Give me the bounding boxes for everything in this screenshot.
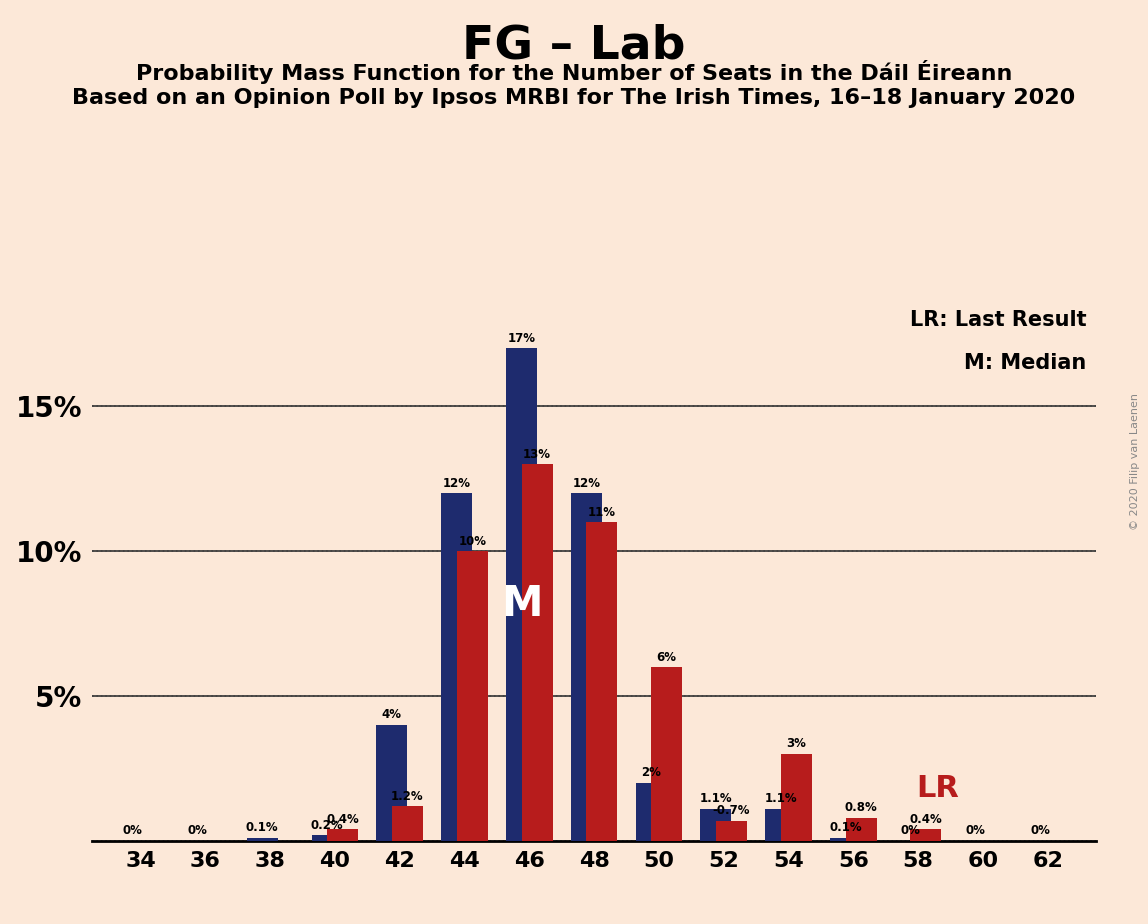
Text: 0%: 0% xyxy=(900,824,921,837)
Text: 4%: 4% xyxy=(382,709,402,722)
Text: 10%: 10% xyxy=(458,535,487,548)
Bar xyxy=(587,522,618,841)
Text: Based on an Opinion Poll by Ipsos MRBI for The Irish Times, 16–18 January 2020: Based on an Opinion Poll by Ipsos MRBI f… xyxy=(72,88,1076,108)
Text: 0.4%: 0.4% xyxy=(909,813,943,826)
Text: 2%: 2% xyxy=(642,766,661,780)
Bar xyxy=(377,725,408,841)
Bar xyxy=(441,493,472,841)
Bar xyxy=(766,809,797,841)
Bar xyxy=(716,821,747,841)
Bar xyxy=(327,829,358,841)
Bar xyxy=(571,493,602,841)
Bar xyxy=(781,754,812,841)
Text: 0%: 0% xyxy=(187,824,208,837)
Text: 0%: 0% xyxy=(123,824,142,837)
Bar xyxy=(910,829,941,841)
Text: 11%: 11% xyxy=(588,505,615,518)
Bar xyxy=(311,835,342,841)
Text: LR: Last Result: LR: Last Result xyxy=(909,310,1086,330)
Bar xyxy=(636,783,667,841)
Text: M: Median: M: Median xyxy=(964,353,1086,373)
Bar xyxy=(700,809,731,841)
Text: -0.7%: -0.7% xyxy=(713,804,751,817)
Text: 12%: 12% xyxy=(443,477,471,490)
Bar xyxy=(521,464,552,841)
Text: M: M xyxy=(501,583,542,626)
Text: 0%: 0% xyxy=(965,824,985,837)
Text: 0.2%: 0.2% xyxy=(311,819,343,832)
Text: 0.8%: 0.8% xyxy=(845,801,877,814)
Text: 13%: 13% xyxy=(523,448,551,461)
Text: 0%: 0% xyxy=(1030,824,1050,837)
Text: 17%: 17% xyxy=(507,332,535,345)
Bar xyxy=(651,667,682,841)
Text: © 2020 Filip van Laenen: © 2020 Filip van Laenen xyxy=(1130,394,1140,530)
Bar xyxy=(457,551,488,841)
Text: 3%: 3% xyxy=(786,737,806,750)
Text: LR: LR xyxy=(916,774,959,803)
Bar xyxy=(830,838,861,841)
Bar xyxy=(846,818,877,841)
Text: FG – Lab: FG – Lab xyxy=(463,23,685,68)
Bar xyxy=(506,348,537,841)
Text: Probability Mass Function for the Number of Seats in the Dáil Éireann: Probability Mass Function for the Number… xyxy=(135,60,1013,84)
Text: 0.1%: 0.1% xyxy=(829,821,862,834)
Text: 0.1%: 0.1% xyxy=(246,821,279,834)
Bar xyxy=(247,838,278,841)
Text: 1.2%: 1.2% xyxy=(391,790,424,803)
Text: 0.4%: 0.4% xyxy=(326,813,359,826)
Text: 1.1%: 1.1% xyxy=(699,793,732,806)
Text: 6%: 6% xyxy=(657,650,676,663)
Text: 12%: 12% xyxy=(573,477,600,490)
Text: 1.1%: 1.1% xyxy=(765,793,797,806)
Bar xyxy=(391,806,422,841)
